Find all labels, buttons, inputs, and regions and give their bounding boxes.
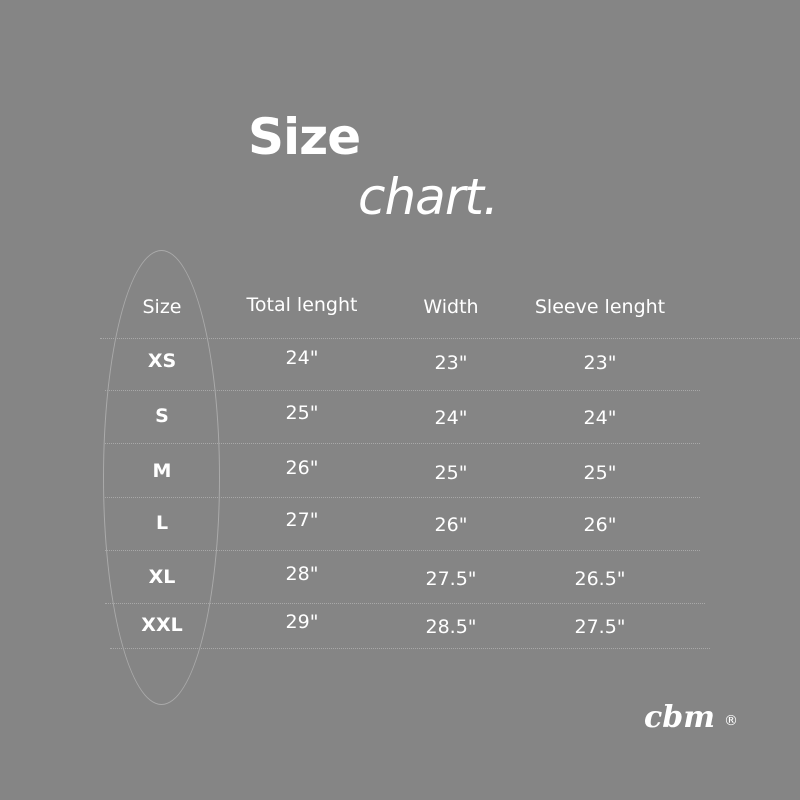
- measurement-cell: 23": [434, 352, 468, 374]
- measurement-cell: 28.5": [425, 616, 477, 638]
- row-divider: [105, 497, 700, 498]
- size-label: XXL: [141, 614, 183, 636]
- measurement-cell: 27.5": [425, 568, 477, 590]
- measurement-cell: 26": [285, 457, 319, 479]
- size-label: XS: [147, 350, 177, 372]
- measurement-cell: 26": [434, 514, 468, 536]
- registered-mark: ®: [724, 713, 738, 729]
- measurement-cell: 26": [583, 514, 617, 536]
- size-label: M: [152, 460, 172, 482]
- row-divider: [100, 338, 800, 339]
- size-column-ellipse: [103, 250, 220, 705]
- measurement-cell: 23": [583, 352, 617, 374]
- row-divider: [105, 603, 705, 604]
- measurement-cell: 27.5": [574, 616, 626, 638]
- measurement-cell: 28": [285, 563, 319, 585]
- row-divider: [105, 550, 700, 551]
- row-divider: [110, 648, 710, 649]
- size-label: XL: [148, 566, 176, 588]
- measurement-cell: 24": [285, 347, 319, 369]
- measurement-cell: 29": [285, 611, 319, 633]
- measurement-cell: 24": [434, 407, 468, 429]
- size-label: S: [155, 405, 169, 427]
- row-divider: [105, 443, 700, 444]
- measurement-cell: 25": [285, 402, 319, 424]
- measurement-cell: 26.5": [574, 568, 626, 590]
- measurement-cell: 27": [285, 509, 319, 531]
- size-label: L: [155, 512, 169, 534]
- column-header: Total lenght: [246, 294, 358, 316]
- column-header: Sleeve lenght: [534, 296, 666, 318]
- row-divider: [105, 390, 700, 391]
- title-size: Size: [248, 108, 361, 166]
- column-header: Size: [142, 296, 182, 318]
- brand-logo: cbm: [644, 700, 715, 735]
- measurement-cell: 25": [434, 462, 468, 484]
- title-chart: chart.: [358, 168, 499, 226]
- measurement-cell: 24": [583, 407, 617, 429]
- column-header: Width: [423, 296, 479, 318]
- measurement-cell: 25": [583, 462, 617, 484]
